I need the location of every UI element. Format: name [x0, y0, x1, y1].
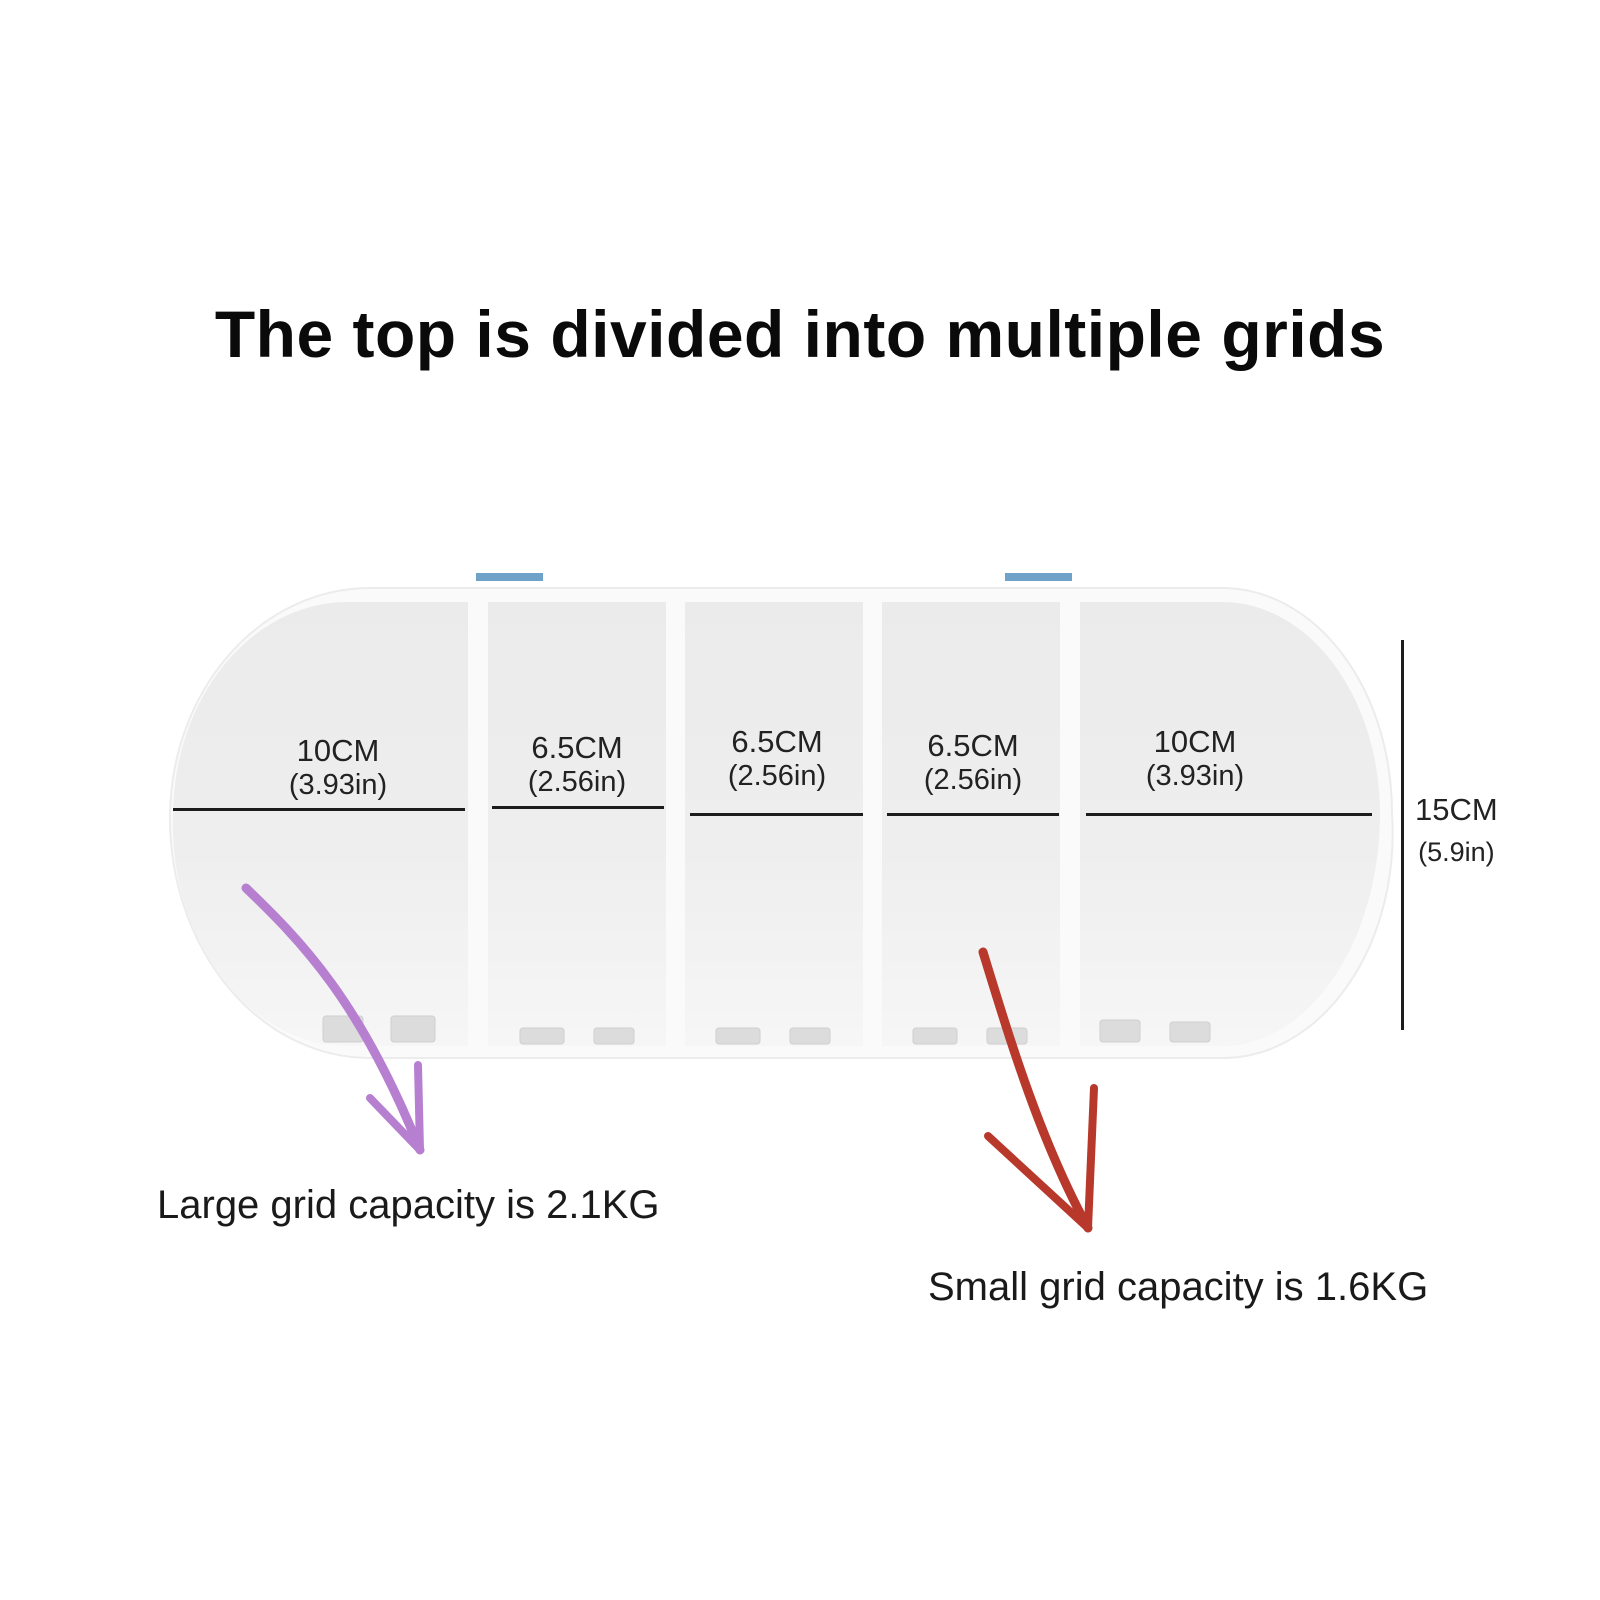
dimension-inch: (2.56in): [923, 763, 1023, 796]
dimension-label-4: 6.5CM (2.56in): [898, 728, 1048, 797]
dimension-cm: 10CM: [1153, 724, 1237, 759]
dimension-label-2: 6.5CM (2.56in): [502, 730, 652, 799]
left-latch: [476, 573, 543, 581]
measure-line-1: [173, 808, 465, 811]
dimension-inch: (3.93in): [1145, 759, 1245, 792]
compartment-5: [1080, 602, 1380, 1046]
small-grid-caption: Small grid capacity is 1.6KG: [928, 1265, 1429, 1309]
large-grid-caption: Large grid capacity is 2.1KG: [157, 1183, 660, 1227]
measure-line-4: [887, 813, 1059, 816]
compartment-1: [172, 602, 468, 1046]
compartment-4: [882, 602, 1060, 1046]
dimension-inch: (2.56in): [527, 765, 627, 798]
dimension-label-5: 10CM (3.93in): [1120, 724, 1270, 793]
compartment-3: [685, 602, 863, 1046]
height-label: 15CM (5.9in): [1415, 788, 1498, 872]
measure-line-5: [1086, 813, 1372, 816]
height-measure-bar: [1401, 640, 1404, 1030]
large-grid-arrow: [241, 883, 425, 1155]
small-grid-arrow: [978, 947, 1098, 1233]
height-inch: (5.9in): [1418, 836, 1495, 867]
page-title: The top is divided into multiple grids: [214, 297, 1386, 371]
measure-line-3: [690, 813, 863, 816]
dimension-inch: (3.93in): [288, 768, 388, 801]
dimension-cm: 6.5CM: [927, 728, 1019, 763]
dimension-cm: 6.5CM: [531, 730, 623, 765]
compartment-2: [488, 602, 666, 1046]
dimension-cm: 6.5CM: [731, 724, 823, 759]
dimension-cm: 10CM: [296, 733, 380, 768]
measure-line-2: [492, 806, 664, 809]
dimension-label-1: 10CM (3.93in): [263, 733, 413, 802]
height-cm: 15CM: [1415, 792, 1498, 827]
dimension-inch: (2.56in): [727, 759, 827, 792]
right-latch: [1005, 573, 1072, 581]
dimension-label-3: 6.5CM (2.56in): [702, 724, 852, 793]
